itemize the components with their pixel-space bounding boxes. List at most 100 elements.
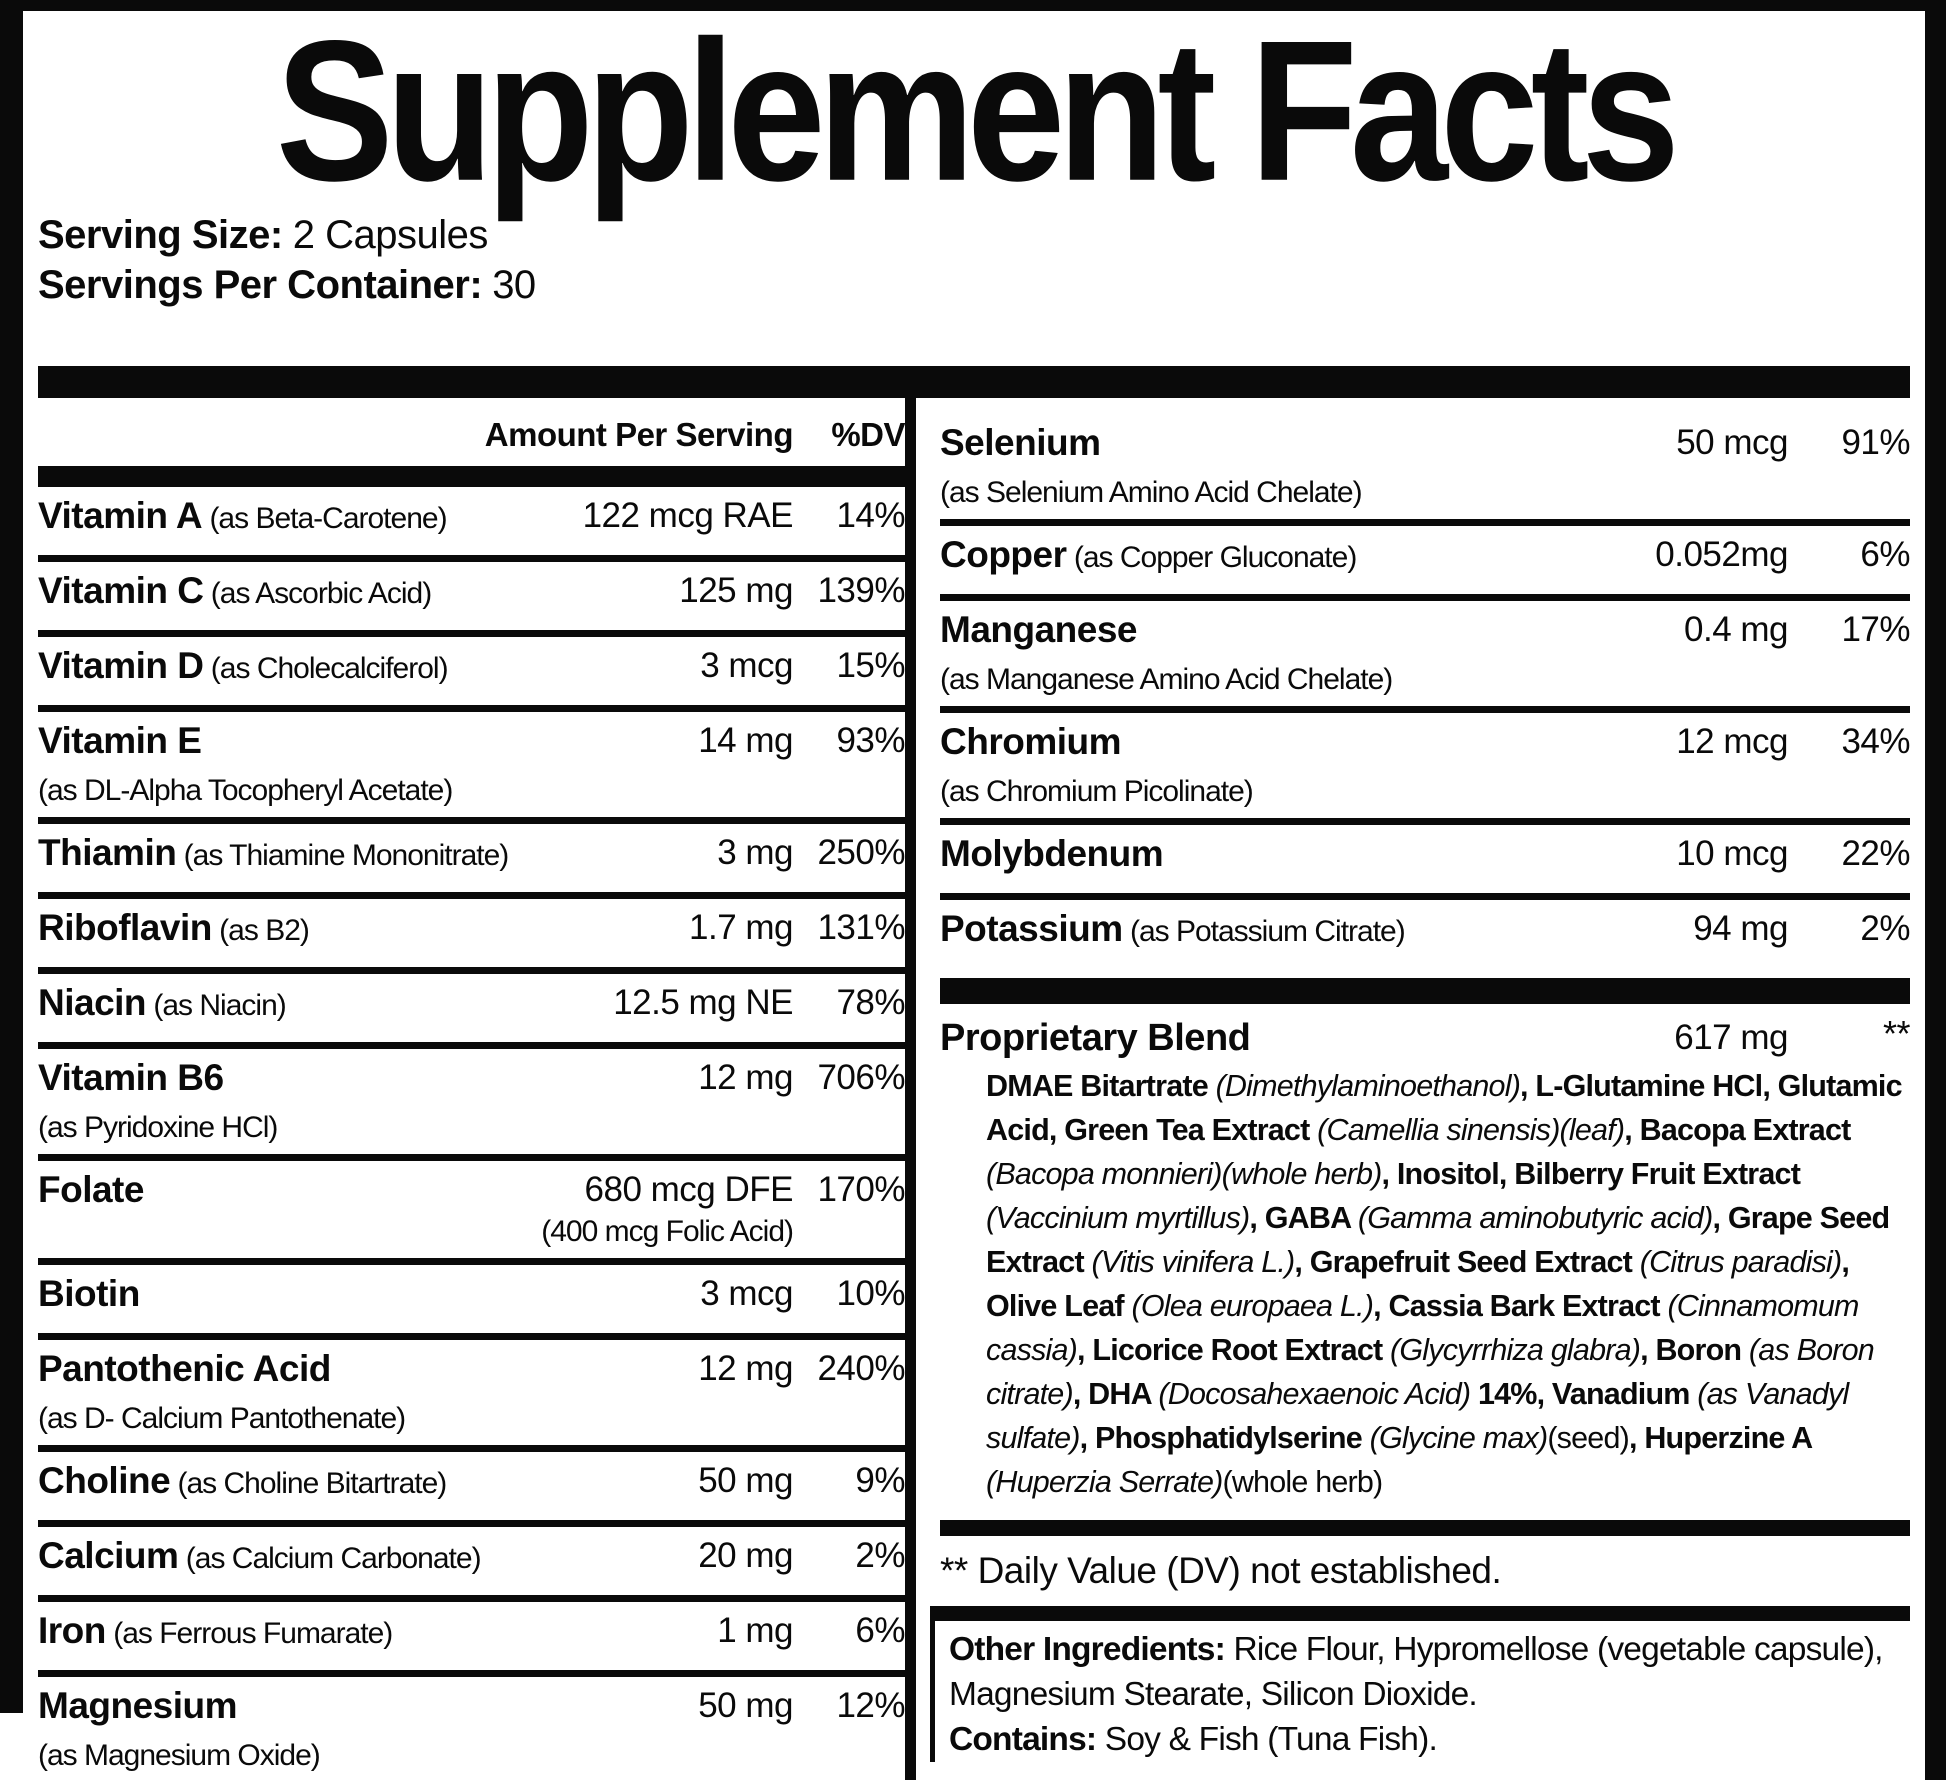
proprietary-blend-name: Proprietary Blend xyxy=(940,1017,1251,1059)
nutrient-row-vitamin-a: Vitamin A (as Beta-Carotene) 122 mcg RAE… xyxy=(38,487,906,555)
left-nutrient-rows: Vitamin A (as Beta-Carotene) 122 mcg RAE… xyxy=(38,487,906,1780)
nutrient-dv: 170% xyxy=(817,1170,905,1209)
nutrient-name: Thiamin xyxy=(38,832,177,873)
nutrient-amount: 10 mcg xyxy=(1676,834,1788,873)
nutrient-form-subline: (as D- Calcium Pantothenate) xyxy=(38,1402,406,1435)
nutrient-dv: 78% xyxy=(836,983,905,1022)
serving-size-value: 2 Capsules xyxy=(292,213,489,257)
nutrient-form-subline: (as Selenium Amino Acid Chelate) xyxy=(940,476,1363,509)
nutrient-dv: 131% xyxy=(817,908,905,947)
nutrient-amount: 50 mg xyxy=(698,1461,793,1500)
nutrient-name: Molybdenum xyxy=(940,833,1164,874)
nutrient-dv: 14% xyxy=(836,496,905,535)
nutrient-row-vitamin-c: Vitamin C (as Ascorbic Acid) 125 mg 139% xyxy=(38,555,906,630)
nutrient-name: Chromium xyxy=(940,721,1122,762)
nutrient-dv: 15% xyxy=(836,646,905,685)
nutrient-form: (as Cholecalciferol) xyxy=(203,652,449,685)
nutrient-form: (as Choline Bitartrate) xyxy=(170,1467,448,1500)
other-ingredients-box: Other Ingredients: Rice Flour, Hypromell… xyxy=(930,1606,1910,1762)
nutrient-row-calcium: Calcium (as Calcium Carbonate) 20 mg 2% xyxy=(38,1520,906,1595)
nutrient-form-subline: (as Manganese Amino Acid Chelate) xyxy=(940,663,1393,696)
nutrient-dv: 12% xyxy=(836,1686,905,1725)
proprietary-blend-dv: ** xyxy=(1882,1013,1911,1054)
nutrient-dv: 9% xyxy=(855,1461,905,1500)
nutrient-form: (as Niacin) xyxy=(146,989,286,1022)
nutrient-name: Vitamin E xyxy=(38,720,202,761)
nutrient-dv: 10% xyxy=(836,1274,905,1313)
nutrient-amount: 12 mg xyxy=(698,1349,793,1388)
header-rule-bar xyxy=(38,366,1910,398)
nutrient-amount: 14 mg xyxy=(698,721,793,760)
nutrient-row-potassium: Potassium (as Potassium Citrate) 94 mg 2… xyxy=(940,893,1911,968)
proprietary-blend-top-bar xyxy=(940,978,1910,1004)
nutrient-amount: 1 mg xyxy=(717,1611,793,1650)
nutrient-form: (as Potassium Citrate) xyxy=(1122,915,1406,948)
nutrient-row-chromium: Chromium (as Chromium Picolinate) 12 mcg… xyxy=(940,706,1911,818)
nutrient-form-subline: (as Pyridoxine HCl) xyxy=(38,1111,278,1144)
proprietary-blend-section: Proprietary Blend 617 mg ** DMAE Bitartr… xyxy=(940,1004,1911,1504)
right-nutrient-rows: Selenium (as Selenium Amino Acid Chelate… xyxy=(940,414,1911,968)
nutrient-amount: 0.052mg xyxy=(1655,535,1788,574)
nutrient-name: Calcium xyxy=(38,1535,179,1576)
nutrient-amount: 3 mcg xyxy=(700,1274,793,1313)
serving-size-label: Serving Size: xyxy=(38,213,283,257)
nutrient-form: (as Ferrous Fumarate) xyxy=(105,1617,393,1650)
nutrient-row-molybdenum: Molybdenum 10 mcg 22% xyxy=(940,818,1911,893)
nutrient-row-niacin: Niacin (as Niacin) 12.5 mg NE 78% xyxy=(38,967,906,1042)
nutrient-name: Copper xyxy=(940,534,1067,575)
nutrient-amount: 1.7 mg xyxy=(689,908,794,947)
nutrient-amount: 680 mcg DFE xyxy=(584,1170,794,1209)
nutrient-form: (as Calcium Carbonate) xyxy=(178,1542,482,1575)
servings-per-container-value: 30 xyxy=(492,263,536,307)
nutrient-row-copper: Copper (as Copper Gluconate) 0.052mg 6% xyxy=(940,519,1911,594)
nutrient-name: Biotin xyxy=(38,1273,140,1314)
border-right xyxy=(1925,0,1946,1780)
nutrient-amount: 3 mcg xyxy=(700,646,793,685)
nutrient-form-subline: (as Magnesium Oxide) xyxy=(38,1739,321,1772)
nutrient-dv: 91% xyxy=(1841,423,1910,462)
nutrient-row-selenium: Selenium (as Selenium Amino Acid Chelate… xyxy=(940,414,1911,519)
nutrient-row-vitamin-b6: Vitamin B6 (as Pyridoxine HCl) 12 mg 706… xyxy=(38,1042,906,1154)
nutrient-amount: 122 mcg RAE xyxy=(582,496,794,535)
nutrient-amount: 50 mcg xyxy=(1676,423,1788,462)
footnote-rule-bar xyxy=(940,1520,1910,1536)
border-top xyxy=(0,0,1946,11)
other-ingredients-text: Rice Flour, Hypromellose (vegetable caps… xyxy=(949,1631,1883,1713)
nutrient-name: Magnesium xyxy=(38,1685,238,1726)
nutrient-name: Selenium xyxy=(940,422,1101,463)
nutrient-name: Vitamin D xyxy=(38,645,204,686)
nutrient-name: Folate xyxy=(38,1169,144,1210)
nutrient-row-magnesium: Magnesium (as Magnesium Oxide) 50 mg 12% xyxy=(38,1670,906,1780)
nutrient-row-manganese: Manganese (as Manganese Amino Acid Chela… xyxy=(940,594,1911,706)
nutrient-name: Choline xyxy=(38,1460,171,1501)
proprietary-blend-ingredients: DMAE Bitartrate (Dimethylaminoethanol), … xyxy=(986,1069,1903,1499)
nutrient-columns: Amount Per Serving %DV Vitamin A (as Bet… xyxy=(38,398,1911,1780)
serving-size-line: Serving Size: 2 Capsules xyxy=(38,210,1910,260)
nutrient-dv: 139% xyxy=(817,571,905,610)
nutrient-dv: 250% xyxy=(817,833,905,872)
nutrient-name: Iron xyxy=(38,1610,106,1651)
nutrient-form: (as Copper Gluconate) xyxy=(1066,541,1357,574)
column-header: Amount Per Serving %DV xyxy=(38,414,906,456)
nutrient-name: Vitamin A xyxy=(38,495,203,536)
nutrient-name: Vitamin B6 xyxy=(38,1057,224,1098)
nutrient-amount: 125 mg xyxy=(679,571,793,610)
nutrient-dv: 706% xyxy=(817,1058,905,1097)
nutrient-row-riboflavin: Riboflavin (as B2) 1.7 mg 131% xyxy=(38,892,906,967)
nutrient-name: Riboflavin xyxy=(38,907,212,948)
nutrient-name: Vitamin C xyxy=(38,570,204,611)
nutrient-dv: 93% xyxy=(836,721,905,760)
nutrient-amount: 20 mg xyxy=(698,1536,793,1575)
nutrient-row-pantothenic-acid: Pantothenic Acid (as D- Calcium Pantothe… xyxy=(38,1333,906,1445)
nutrient-amount: 12 mg xyxy=(698,1058,793,1097)
nutrient-amount: 50 mg xyxy=(698,1686,793,1725)
percent-dv-header: %DV xyxy=(831,416,905,453)
nutrient-name: Potassium xyxy=(940,908,1123,949)
nutrient-amount-subline: (400 mcg Folic Acid) xyxy=(541,1215,794,1248)
servings-per-container-line: Servings Per Container: 30 xyxy=(38,260,1910,310)
nutrient-row-vitamin-d: Vitamin D (as Cholecalciferol) 3 mcg 15% xyxy=(38,630,906,705)
page-title: Supplement Facts xyxy=(275,0,1680,223)
nutrient-amount: 94 mg xyxy=(1693,909,1788,948)
nutrient-dv: 2% xyxy=(1860,909,1910,948)
